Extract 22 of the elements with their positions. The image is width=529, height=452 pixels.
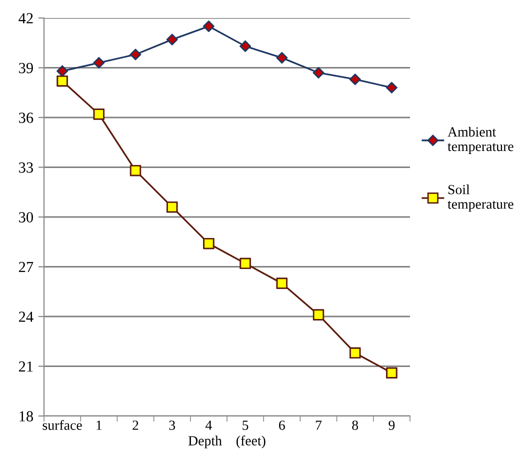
x-tick-label: 7 xyxy=(316,420,322,430)
y-tick-label: 21 xyxy=(18,361,33,372)
y-tick-label: 27 xyxy=(18,262,34,272)
y-tick-label: 24 xyxy=(18,312,34,322)
x-tick-label: 6 xyxy=(279,420,285,430)
x-tick-label: 3 xyxy=(169,420,176,430)
x-tick-label: 2 xyxy=(132,420,138,430)
y-tick-label: 36 xyxy=(19,112,34,123)
x-tick-label: 1 xyxy=(96,420,102,430)
legend-label: Ambient temperature xyxy=(448,126,514,154)
x-tick-label: 4 xyxy=(206,420,212,430)
x-tick-label: 8 xyxy=(352,420,358,430)
x-tick-label: 5 xyxy=(242,420,248,430)
y-tick-label: 18 xyxy=(20,411,33,422)
y-tick-label: 42 xyxy=(18,13,33,24)
x-tick-label: 9 xyxy=(388,420,395,430)
x-axis-title: Depth (feet) xyxy=(188,436,266,448)
legend-label: Soil temperature xyxy=(448,184,514,212)
y-tick-label: 30 xyxy=(19,212,33,222)
y-tick-label: 39 xyxy=(19,62,33,74)
x-tick-label: surface xyxy=(42,420,82,430)
y-tick-label: 33 xyxy=(19,162,33,173)
